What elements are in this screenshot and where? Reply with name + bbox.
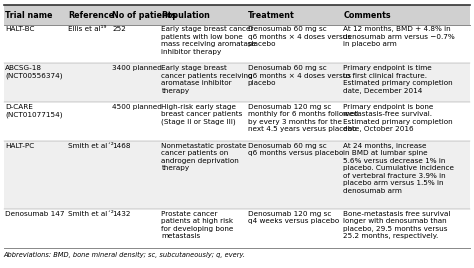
Bar	[111, 5, 160, 25]
Text: Bone-metastasis free survival
longer with denosumab than
placebo, 29.5 months ve: Bone-metastasis free survival longer wit…	[343, 211, 451, 239]
Text: Early stage breast
cancer patients receiving
aromatase inhibitor
therapy: Early stage breast cancer patients recei…	[162, 65, 253, 94]
Bar	[160, 102, 246, 141]
Bar	[160, 5, 246, 25]
Bar	[4, 248, 470, 267]
Text: HALT-PC: HALT-PC	[5, 143, 35, 149]
Text: Smith et al´²: Smith et al´²	[68, 211, 114, 217]
Bar	[342, 25, 470, 64]
Text: Nonmetastatic prostate
cancer patients on
androgen deprivation
therapy: Nonmetastatic prostate cancer patients o…	[162, 143, 247, 171]
Bar	[111, 25, 160, 64]
Bar	[160, 64, 246, 102]
Text: Smith et al´²: Smith et al´²	[68, 143, 114, 149]
Text: D-CARE
(NCT01077154): D-CARE (NCT01077154)	[5, 104, 63, 118]
Text: At 12 months, BMD + 4.8% in
denosumab arm versus −0.7%
in placebo arm: At 12 months, BMD + 4.8% in denosumab ar…	[343, 26, 455, 47]
Text: No of patients: No of patients	[112, 10, 177, 20]
Text: High-risk early stage
breast cancer patients
(Stage II or Stage III): High-risk early stage breast cancer pati…	[162, 104, 243, 125]
Text: 4500 planned: 4500 planned	[112, 104, 163, 110]
Text: Denosumab 60 mg sc
q6 months × 4 doses versus
placebo: Denosumab 60 mg sc q6 months × 4 doses v…	[248, 65, 351, 86]
Text: Population: Population	[162, 10, 210, 20]
Text: Treatment: Treatment	[248, 10, 294, 20]
Bar	[160, 25, 246, 64]
Bar	[4, 64, 67, 102]
Bar	[342, 102, 470, 141]
Text: Denosumab 120 mg sc
monthly for 6 months followed
by every 3 months for the
next: Denosumab 120 mg sc monthly for 6 months…	[248, 104, 358, 132]
Bar	[4, 209, 67, 248]
Bar	[4, 5, 67, 25]
Bar	[4, 25, 67, 64]
Bar	[67, 25, 111, 64]
Bar	[4, 102, 67, 141]
Bar	[342, 209, 470, 248]
Bar	[111, 141, 160, 209]
Text: 1468: 1468	[112, 143, 131, 149]
Bar	[342, 141, 470, 209]
Bar	[160, 209, 246, 248]
Bar	[246, 209, 342, 248]
Text: Denosumab 147: Denosumab 147	[5, 211, 65, 217]
Text: Abbreviations: BMD, bone mineral density; sc, subcutaneously; q, every.: Abbreviations: BMD, bone mineral density…	[4, 252, 246, 258]
Text: Prostate cancer
patients at high risk
for developing bone
metastasis: Prostate cancer patients at high risk fo…	[162, 211, 234, 239]
Text: Trial name: Trial name	[5, 10, 53, 20]
Bar	[342, 64, 470, 102]
Bar	[67, 102, 111, 141]
Bar	[246, 141, 342, 209]
Text: Comments: Comments	[343, 10, 391, 20]
Text: At 24 months, increase
in BMD at lumbar spine
5.6% versus decrease 1% in
placebo: At 24 months, increase in BMD at lumbar …	[343, 143, 455, 194]
Bar	[67, 141, 111, 209]
Bar	[111, 209, 160, 248]
Text: Denosumab 120 mg sc
q4 weeks versus placebo: Denosumab 120 mg sc q4 weeks versus plac…	[248, 211, 339, 224]
Bar	[246, 5, 342, 25]
Bar	[67, 209, 111, 248]
Bar	[111, 102, 160, 141]
Text: Primary endpoint is bone
metastasis-free survival.
Estimated primary completion
: Primary endpoint is bone metastasis-free…	[343, 104, 453, 132]
Bar	[4, 141, 67, 209]
Text: Denosumab 60 mg sc
q6 months versus placebo: Denosumab 60 mg sc q6 months versus plac…	[248, 143, 343, 156]
Bar	[67, 5, 111, 25]
Text: 1432: 1432	[112, 211, 131, 217]
Bar	[246, 64, 342, 102]
Text: ABCSG-18
(NCT00556374): ABCSG-18 (NCT00556374)	[5, 65, 63, 79]
Bar	[246, 25, 342, 64]
Bar	[246, 102, 342, 141]
Text: Ellis et al¹⁹: Ellis et al¹⁹	[68, 26, 107, 32]
Text: Denosumab 60 mg sc
q6 months × 4 doses versus
placebo: Denosumab 60 mg sc q6 months × 4 doses v…	[248, 26, 351, 47]
Text: Reference: Reference	[68, 10, 114, 20]
Text: 3400 planned: 3400 planned	[112, 65, 163, 71]
Text: Early stage breast cancer
patients with low bone
mass receiving aromatase
inhibi: Early stage breast cancer patients with …	[162, 26, 256, 55]
Text: 252: 252	[112, 26, 127, 32]
Bar	[67, 64, 111, 102]
Bar	[111, 64, 160, 102]
Text: HALT-BC: HALT-BC	[5, 26, 35, 32]
Bar	[160, 141, 246, 209]
Bar	[342, 5, 470, 25]
Text: Primary endpoint is time
to first clinical fracture.
Estimated primary completio: Primary endpoint is time to first clinic…	[343, 65, 453, 94]
